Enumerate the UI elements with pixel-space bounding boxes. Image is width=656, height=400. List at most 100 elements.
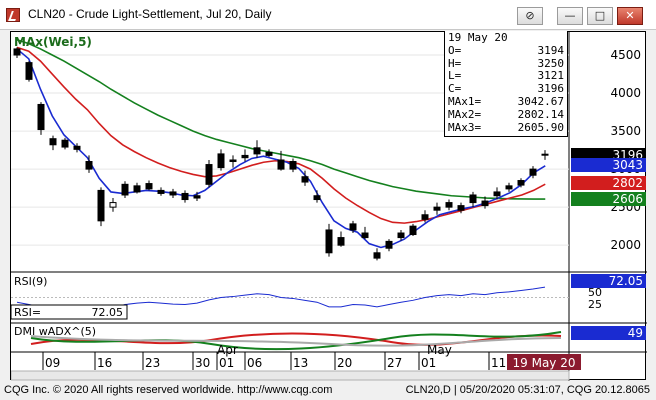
data-window-row: MAx1= 3042.67 bbox=[448, 95, 564, 109]
minimize-button[interactable]: — bbox=[557, 7, 583, 25]
horizontal-scrollbar[interactable] bbox=[10, 370, 570, 381]
date-tick-label: 09 bbox=[45, 356, 60, 370]
dmi-plus-line bbox=[30, 331, 562, 351]
data-window-row: O= 3194 bbox=[448, 43, 565, 58]
candle bbox=[217, 149, 225, 171]
candle bbox=[157, 187, 165, 196]
link-icon[interactable]: ⊘ bbox=[517, 7, 543, 25]
close-button[interactable]: ✕ bbox=[617, 7, 643, 25]
candle bbox=[181, 190, 189, 203]
data-window-value: 2605.90 bbox=[517, 120, 564, 134]
candle bbox=[85, 155, 93, 173]
candle bbox=[349, 220, 357, 234]
candle bbox=[289, 158, 297, 173]
candle bbox=[337, 231, 345, 247]
rsi-badge bbox=[571, 274, 646, 288]
date-tick-label: 11 bbox=[491, 356, 506, 370]
candle bbox=[61, 137, 69, 150]
data-window-value: 3121 bbox=[537, 69, 565, 83]
candle bbox=[397, 229, 405, 241]
dmi-badge-value: 49 bbox=[628, 326, 643, 340]
date-tick-label: 01 bbox=[219, 356, 234, 370]
data-window-row: C= 3196 bbox=[448, 82, 565, 96]
rsi-readout-label: RSI= bbox=[14, 306, 41, 319]
copyright-text: CQG Inc. © 2020 All rights reserved worl… bbox=[4, 384, 333, 396]
window-title: CLN20 - Crude Light-Settlement, Jul 20, … bbox=[28, 7, 272, 21]
candle bbox=[517, 178, 525, 188]
date-tick-label: 27 bbox=[387, 356, 402, 370]
candle bbox=[361, 226, 369, 240]
candle bbox=[409, 223, 417, 237]
price-tick-label: 4000 bbox=[610, 86, 641, 100]
month-label: May bbox=[427, 343, 452, 357]
candle bbox=[481, 196, 489, 209]
data-window-value: 3194 bbox=[537, 43, 565, 57]
data-window-key: MAx3= bbox=[448, 120, 482, 134]
price-badge: 3043 bbox=[571, 158, 646, 172]
rsi-tick-50: 50 bbox=[588, 286, 602, 299]
candle bbox=[37, 102, 45, 135]
candle bbox=[205, 159, 213, 188]
data-window: 19 May 20 O= 3194 H= 3250 L= 3121 C= 3196 MAx1= 30… bbox=[444, 31, 568, 137]
data-window-row: L= 3121 bbox=[448, 70, 564, 83]
candle bbox=[265, 149, 273, 157]
candle bbox=[529, 166, 537, 179]
rsi-badge-value: 72.05 bbox=[609, 274, 643, 288]
candle bbox=[325, 223, 333, 257]
date-tick-label: 06 bbox=[247, 356, 262, 370]
rsi-readout-box bbox=[10, 304, 128, 320]
candle bbox=[421, 210, 429, 223]
candle bbox=[469, 191, 477, 208]
data-window-key: 19 May 20 bbox=[448, 31, 508, 44]
candle bbox=[385, 239, 393, 252]
rsi-tick-25: 25 bbox=[588, 298, 602, 311]
data-window-value: 3250 bbox=[537, 56, 565, 70]
price-tick-label: 4500 bbox=[610, 48, 641, 62]
candle bbox=[373, 248, 381, 261]
candle bbox=[277, 150, 285, 171]
month-label: Apr bbox=[217, 343, 238, 357]
candle bbox=[169, 188, 177, 199]
candle bbox=[541, 150, 549, 160]
cqg-app-icon bbox=[6, 8, 20, 22]
data-window-key: C= bbox=[448, 82, 462, 96]
candle bbox=[253, 140, 261, 158]
candle bbox=[301, 170, 309, 186]
svg-text:2606: 2606 bbox=[612, 192, 643, 206]
dmi-label: DMI wADX^(5) bbox=[14, 325, 96, 338]
candle bbox=[133, 182, 141, 194]
data-window-row: H= 3250 bbox=[448, 56, 565, 71]
candle bbox=[433, 202, 441, 215]
candle bbox=[49, 135, 57, 151]
data-window-value: 2802.14 bbox=[517, 107, 564, 121]
candle bbox=[241, 149, 249, 162]
data-window-value: 3196 bbox=[537, 82, 565, 96]
candle bbox=[109, 198, 117, 212]
data-window-row: 19 May 20 bbox=[448, 31, 564, 45]
dmi-badge bbox=[571, 326, 646, 340]
date-tick-label: 30 bbox=[195, 356, 210, 370]
current-date-badge bbox=[507, 354, 581, 370]
candle bbox=[493, 187, 501, 200]
date-tick-label: 23 bbox=[145, 356, 160, 370]
current-date: 19 May 20 bbox=[513, 356, 576, 370]
status-info: CLN20,D | 05/20/2020 05:31:07, CQG 20.12… bbox=[405, 384, 650, 396]
title-bar: CLN20 - Crude Light-Settlement, Jul 20, … bbox=[0, 0, 656, 30]
candle bbox=[457, 202, 465, 214]
candle bbox=[505, 182, 513, 192]
data-window-key: O= bbox=[448, 43, 462, 57]
candle bbox=[145, 180, 153, 191]
candle bbox=[445, 199, 453, 211]
price-badge: 2802 bbox=[571, 176, 646, 190]
svg-text:2802: 2802 bbox=[612, 176, 643, 190]
data-window-key: L= bbox=[448, 69, 462, 83]
status-bar: CQG Inc. © 2020 All rights reserved worl… bbox=[0, 381, 656, 400]
candle bbox=[73, 143, 81, 153]
candle bbox=[121, 181, 129, 199]
svg-text:3043: 3043 bbox=[612, 158, 643, 172]
price-tick-label: 3500 bbox=[610, 124, 641, 138]
candle bbox=[193, 191, 201, 202]
rsi-readout-value: 72.05 bbox=[92, 306, 124, 319]
maximize-button[interactable]: □ bbox=[587, 7, 613, 25]
